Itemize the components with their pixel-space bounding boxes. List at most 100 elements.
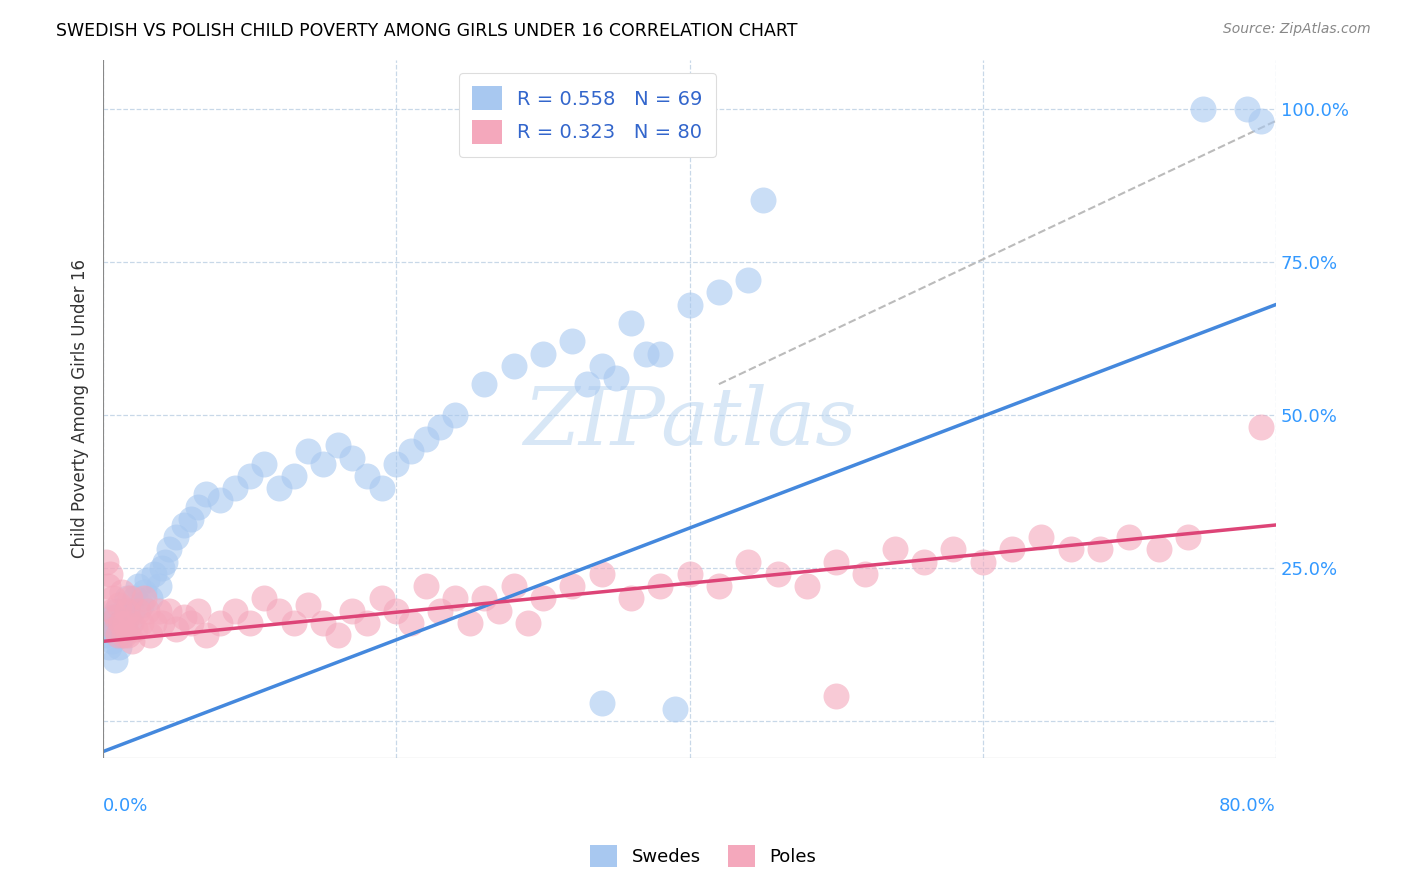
Point [1088, 542, 1111, 557]
Point [187, 500, 209, 514]
Point [737, 273, 759, 287]
Point [194, 487, 217, 501]
Point [620, 591, 643, 606]
Point [912, 555, 935, 569]
Point [297, 444, 319, 458]
Point [605, 371, 627, 385]
Point [118, 591, 141, 606]
Point [591, 566, 613, 581]
Point [517, 615, 540, 630]
Point [267, 481, 290, 495]
Point [342, 450, 364, 465]
Point [165, 530, 187, 544]
Point [458, 615, 481, 630]
Point [502, 359, 524, 373]
Point [107, 628, 129, 642]
Point [209, 493, 232, 508]
Point [356, 469, 378, 483]
Point [239, 615, 262, 630]
Point [1250, 420, 1272, 434]
Point [650, 579, 672, 593]
Point [148, 604, 170, 618]
Point [972, 555, 994, 569]
Point [98, 640, 121, 655]
Point [737, 555, 759, 569]
Point [267, 604, 290, 618]
Point [1060, 542, 1083, 557]
Point [444, 408, 467, 422]
Point [105, 610, 128, 624]
Point [253, 591, 276, 606]
Point [356, 615, 378, 630]
Point [120, 615, 142, 630]
Point [502, 579, 524, 593]
Point [101, 604, 124, 618]
Point [239, 469, 262, 483]
Point [415, 579, 437, 593]
Legend: Swedes, Poles: Swedes, Poles [582, 838, 824, 874]
Point [114, 622, 136, 636]
Point [1001, 542, 1024, 557]
Point [127, 579, 149, 593]
Point [531, 346, 554, 360]
Point [108, 640, 131, 655]
Text: 0.0%: 0.0% [103, 797, 149, 814]
Point [385, 457, 408, 471]
Point [139, 628, 162, 642]
Point [143, 615, 166, 630]
Point [370, 591, 392, 606]
Point [115, 604, 138, 618]
Point [121, 634, 143, 648]
Point [297, 598, 319, 612]
Point [429, 420, 451, 434]
Point [157, 542, 180, 557]
Point [678, 566, 700, 581]
Point [148, 579, 170, 593]
Point [139, 591, 162, 606]
Point [157, 604, 180, 618]
Point [385, 604, 408, 618]
Point [105, 604, 128, 618]
Point [620, 316, 643, 330]
Point [112, 604, 135, 618]
Point [707, 579, 730, 593]
Point [825, 555, 848, 569]
Point [110, 615, 132, 630]
Point [561, 334, 583, 349]
Point [108, 598, 131, 612]
Point [1147, 542, 1170, 557]
Point [100, 622, 122, 636]
Point [253, 457, 276, 471]
Point [326, 438, 349, 452]
Point [136, 573, 159, 587]
Point [136, 604, 159, 618]
Point [1118, 530, 1140, 544]
Point [370, 481, 392, 495]
Point [134, 585, 156, 599]
Point [209, 615, 232, 630]
Point [111, 585, 134, 599]
Point [104, 653, 127, 667]
Point [112, 628, 135, 642]
Point [634, 346, 657, 360]
Point [883, 542, 905, 557]
Point [1236, 102, 1258, 116]
Text: 80.0%: 80.0% [1219, 797, 1277, 814]
Point [1031, 530, 1053, 544]
Point [472, 377, 495, 392]
Point [342, 604, 364, 618]
Point [118, 615, 141, 630]
Point [224, 604, 246, 618]
Point [399, 615, 422, 630]
Point [124, 622, 146, 636]
Point [591, 696, 613, 710]
Point [150, 561, 173, 575]
Point [561, 579, 583, 593]
Point [143, 566, 166, 581]
Point [399, 444, 422, 458]
Point [194, 628, 217, 642]
Point [111, 628, 134, 642]
Point [664, 701, 686, 715]
Point [180, 512, 202, 526]
Point [942, 542, 965, 557]
